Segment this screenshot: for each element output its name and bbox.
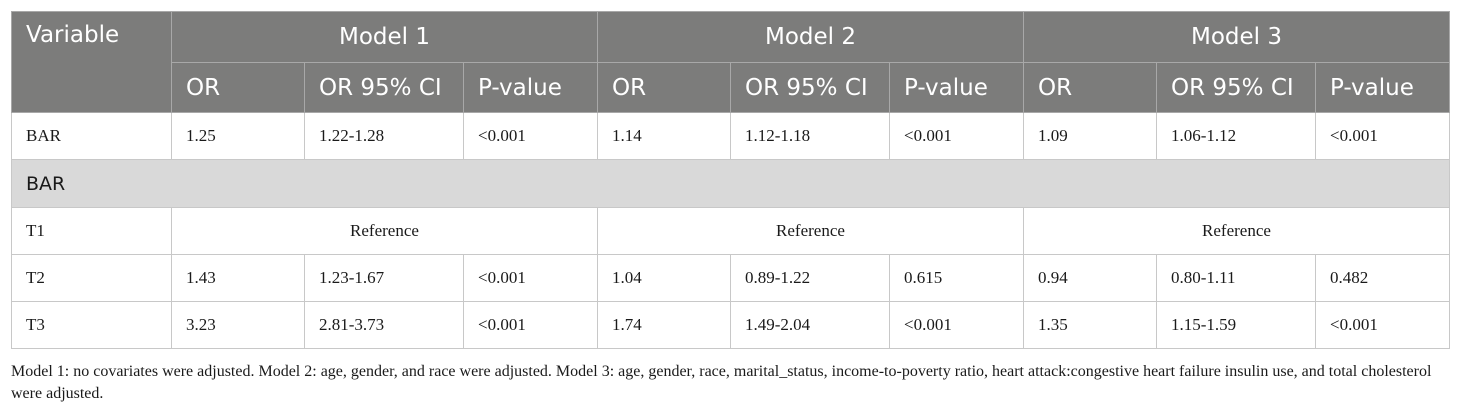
cell-p: <0.001 bbox=[463, 112, 598, 160]
results-table: Variable Model 1 Model 2 Model 3 OR OR 9… bbox=[11, 11, 1450, 349]
header-model-1: Model 1 bbox=[171, 11, 598, 63]
cell-reference: Reference bbox=[597, 207, 1024, 255]
header-model-2: Model 2 bbox=[597, 11, 1024, 63]
section-label: BAR bbox=[11, 159, 1450, 208]
header-or-ci: OR 95% CI bbox=[1156, 62, 1316, 113]
table-footnote: Model 1: no covariates were adjusted. Mo… bbox=[11, 363, 1432, 402]
cell-ci: 1.15-1.59 bbox=[1156, 301, 1316, 349]
cell-ci: 2.81-3.73 bbox=[304, 301, 464, 349]
cell-p: <0.001 bbox=[463, 254, 598, 302]
section-row-bar: BAR bbox=[11, 159, 1450, 208]
cell-p: <0.001 bbox=[889, 301, 1024, 349]
row-label: T3 bbox=[11, 301, 172, 349]
header-row-models: Variable Model 1 Model 2 Model 3 bbox=[11, 11, 1450, 113]
row-label: BAR bbox=[11, 112, 172, 160]
results-table-container: Variable Model 1 Model 2 Model 3 OR OR 9… bbox=[11, 11, 1450, 349]
table-header: Variable Model 1 Model 2 Model 3 OR OR 9… bbox=[11, 11, 1450, 113]
header-variable: Variable bbox=[11, 11, 172, 113]
cell-or: 3.23 bbox=[171, 301, 305, 349]
header-p-value: P-value bbox=[889, 62, 1024, 113]
cell-or: 1.09 bbox=[1023, 112, 1157, 160]
table-row-t1: T1 Reference Reference Reference bbox=[11, 207, 1450, 255]
cell-ci: 1.22-1.28 bbox=[304, 112, 464, 160]
header-or: OR bbox=[171, 62, 305, 113]
header-or: OR bbox=[597, 62, 731, 113]
cell-p: <0.001 bbox=[889, 112, 1024, 160]
cell-or: 1.04 bbox=[597, 254, 731, 302]
cell-ci: 1.49-2.04 bbox=[730, 301, 890, 349]
cell-reference: Reference bbox=[1023, 207, 1450, 255]
cell-ci: 1.23-1.67 bbox=[304, 254, 464, 302]
header-p-value: P-value bbox=[1315, 62, 1450, 113]
cell-or: 1.14 bbox=[597, 112, 731, 160]
cell-p: 0.615 bbox=[889, 254, 1024, 302]
table-row-t2: T2 1.43 1.23-1.67 <0.001 1.04 0.89-1.22 … bbox=[11, 254, 1450, 302]
cell-p: <0.001 bbox=[1315, 301, 1450, 349]
cell-or: 1.35 bbox=[1023, 301, 1157, 349]
header-model-3: Model 3 bbox=[1023, 11, 1450, 63]
header-or-ci: OR 95% CI bbox=[304, 62, 464, 113]
header-or-ci: OR 95% CI bbox=[730, 62, 890, 113]
cell-or: 0.94 bbox=[1023, 254, 1157, 302]
cell-p: <0.001 bbox=[463, 301, 598, 349]
row-label: T2 bbox=[11, 254, 172, 302]
cell-ci: 1.06-1.12 bbox=[1156, 112, 1316, 160]
cell-p: 0.482 bbox=[1315, 254, 1450, 302]
table-body: BAR 1.25 1.22-1.28 <0.001 1.14 1.12-1.18… bbox=[11, 112, 1450, 349]
row-label: T1 bbox=[11, 207, 172, 255]
table-row-bar: BAR 1.25 1.22-1.28 <0.001 1.14 1.12-1.18… bbox=[11, 112, 1450, 160]
cell-p: <0.001 bbox=[1315, 112, 1450, 160]
cell-or: 1.43 bbox=[171, 254, 305, 302]
cell-ci: 1.12-1.18 bbox=[730, 112, 890, 160]
header-row-subcols: OR OR 95% CI P-value OR OR 95% CI P-valu… bbox=[12, 62, 1450, 113]
header-p-value: P-value bbox=[463, 62, 598, 113]
header-or: OR bbox=[1023, 62, 1157, 113]
cell-reference: Reference bbox=[171, 207, 598, 255]
cell-or: 1.25 bbox=[171, 112, 305, 160]
table-row-t3: T3 3.23 2.81-3.73 <0.001 1.74 1.49-2.04 … bbox=[11, 301, 1450, 349]
cell-ci: 0.89-1.22 bbox=[730, 254, 890, 302]
cell-ci: 0.80-1.11 bbox=[1156, 254, 1316, 302]
cell-or: 1.74 bbox=[597, 301, 731, 349]
